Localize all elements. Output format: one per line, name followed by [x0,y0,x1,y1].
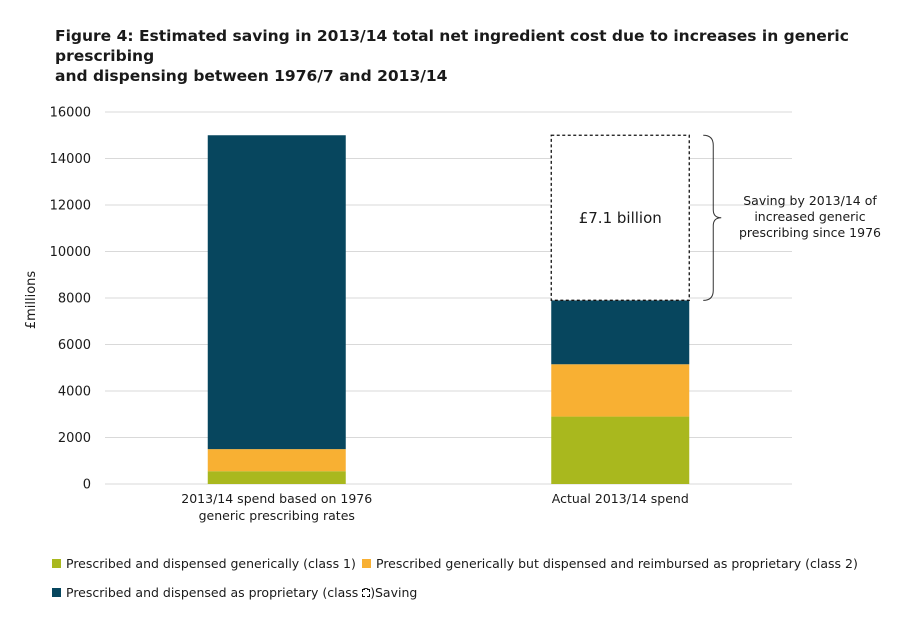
y-tick-label-0: 0 [83,478,91,493]
legend-item-class3: Prescribed and dispensed as proprietary … [52,585,375,600]
x-category-label-0-0: 2013/14 spend based on 1976 [181,491,372,506]
bar-class2-cat0 [207,449,346,472]
legend-label-class1: Prescribed and dispensed generically (cl… [66,556,356,571]
bar-class2-cat1 [551,364,690,417]
y-tick-label-12000: 12000 [50,199,91,214]
x-category-label-1-0: Actual 2013/14 spend [552,491,689,506]
legend-label-class3: Prescribed and dispensed as proprietary … [66,585,376,600]
legend-item-saving: Saving [362,585,417,600]
bar-class3-cat0 [207,135,346,450]
legend-item-class2: Prescribed generically but dispensed and… [362,556,858,571]
y-tick-label-14000: 14000 [50,152,91,167]
saving-annotation-line-1: increased generic [754,209,865,224]
title-line-1: Figure 4: Estimated saving in 2013/14 to… [55,27,849,65]
legend-label-saving: Saving [375,585,418,600]
y-tick-label-10000: 10000 [50,245,91,260]
y-axis-label: £millions [24,271,39,330]
legend-swatch-saving [362,588,370,597]
bar-class3-cat1 [551,300,690,365]
legend-swatch-class1 [52,559,61,568]
y-tick-label-16000: 16000 [50,106,91,121]
chart-title: Figure 4: Estimated saving in 2013/14 to… [55,26,855,86]
legend-label-class2: Prescribed generically but dispensed and… [376,556,858,571]
y-tick-label-8000: 8000 [58,292,91,307]
saving-annotation-line-0: Saving by 2013/14 of [743,193,877,208]
y-tick-label-6000: 6000 [58,338,91,353]
bar-class1-cat1 [551,416,690,484]
saving-brace [703,134,722,301]
saving-annotation-line-2: prescribing since 1976 [739,225,881,240]
legend-swatch-class3 [52,588,61,597]
legend-swatch-class2 [362,559,371,568]
x-category-label-0-1: generic prescribing rates [199,508,355,523]
title-line-2: and dispensing between 1976/7 and 2013/1… [55,67,448,85]
bar-class1-cat0 [207,471,346,484]
y-tick-label-4000: 4000 [58,385,91,400]
saving-data-label: £7.1 billion [579,209,662,227]
legend-item-class1: Prescribed and dispensed generically (cl… [52,556,356,571]
bar-saving-cat1 [550,134,690,301]
y-tick-label-2000: 2000 [58,431,91,446]
